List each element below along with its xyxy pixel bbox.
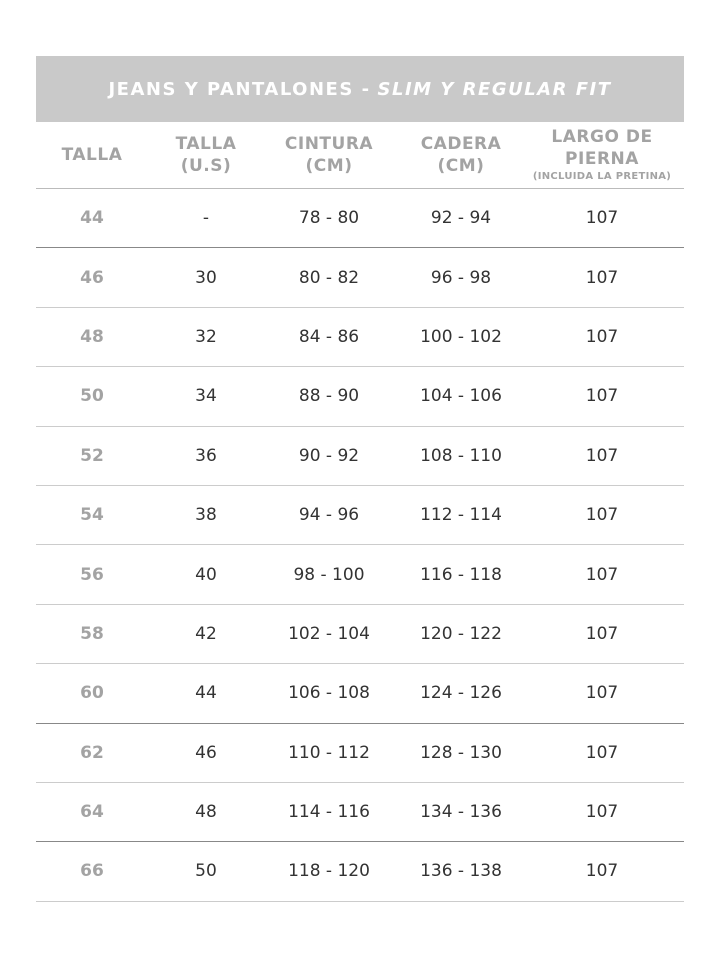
cell-largo-pierna: 107 — [585, 326, 619, 347]
table-row: 50 34 88 - 90 104 - 106 107 — [36, 367, 684, 427]
cell-cadera: 104 - 106 — [420, 386, 502, 407]
table-row: 58 42 102 - 104 120 - 122 107 — [36, 605, 684, 665]
column-header-line1: LARGO DE — [551, 127, 653, 147]
table-row: 44 - 78 - 80 92 - 94 107 — [36, 189, 684, 249]
cell-cintura: 114 - 116 — [288, 802, 370, 823]
cell-talla-us: 50 — [195, 861, 217, 882]
cell-largo-pierna: 107 — [585, 386, 619, 407]
cell-cintura: 78 - 80 — [298, 208, 360, 229]
cell-talla: 58 — [80, 623, 104, 644]
cell-talla-us: 44 — [195, 683, 217, 704]
cell-talla-us: 34 — [195, 386, 217, 407]
cell-cadera: 128 - 130 — [420, 742, 502, 763]
column-header-row: TALLA TALLA (U.S) CINTURA (CM) CADERA (CM) LARG… — [36, 122, 684, 189]
title-main: JEANS Y PANTALONES - — [108, 78, 371, 100]
cell-talla: 52 — [80, 445, 104, 466]
cell-largo-pierna: 107 — [585, 861, 619, 882]
cell-talla-us: 48 — [195, 802, 217, 823]
cell-talla: 46 — [80, 267, 104, 288]
column-header-line1: TALLA — [61, 145, 123, 165]
table-row: 62 46 110 - 112 128 - 130 107 — [36, 724, 684, 783]
column-header-line2: (CM) — [305, 156, 353, 176]
cell-talla-us: 36 — [195, 445, 217, 466]
cell-largo-pierna: 107 — [585, 802, 619, 823]
column-header-note: (INCLUIDA LA PRETINA) — [532, 171, 672, 182]
table-row: 52 36 90 - 92 108 - 110 107 — [36, 427, 684, 486]
table-row: 66 50 118 - 120 136 - 138 107 — [36, 842, 684, 902]
cell-talla-us: 38 — [195, 505, 217, 526]
cell-talla: 48 — [80, 326, 104, 347]
cell-cintura: 106 - 108 — [288, 683, 370, 704]
cell-talla-us: 30 — [195, 267, 217, 288]
cell-talla-us: 46 — [195, 742, 217, 763]
cell-largo-pierna: 107 — [585, 267, 619, 288]
cell-talla-us: 32 — [195, 326, 217, 347]
cell-talla: 64 — [80, 802, 104, 823]
cell-talla-us: 40 — [195, 564, 217, 585]
cell-talla-us: - — [202, 208, 210, 229]
table-row: 54 38 94 - 96 112 - 114 107 — [36, 486, 684, 546]
cell-cadera: 108 - 110 — [420, 445, 502, 466]
cell-cintura: 98 - 100 — [293, 564, 365, 585]
cell-talla: 54 — [80, 505, 104, 526]
title-fit: SLIM Y REGULAR FIT — [377, 78, 612, 100]
table-title: JEANS Y PANTALONES - SLIM Y REGULAR FIT — [36, 56, 684, 122]
cell-largo-pierna: 107 — [585, 623, 619, 644]
cell-cadera: 136 - 138 — [420, 861, 502, 882]
cell-cadera: 116 - 118 — [420, 564, 502, 585]
table-row: 64 48 114 - 116 134 - 136 107 — [36, 783, 684, 843]
table-row: 48 32 84 - 86 100 - 102 107 — [36, 308, 684, 368]
cell-largo-pierna: 107 — [585, 742, 619, 763]
cell-cadera: 92 - 94 — [430, 208, 492, 229]
cell-cadera: 120 - 122 — [420, 623, 502, 644]
column-header-largo-pierna: LARGO DE PIERNA (INCLUIDA LA PRETINA) — [533, 122, 671, 188]
cell-cadera: 134 - 136 — [420, 802, 502, 823]
column-header-cintura: CINTURA (CM) — [285, 122, 373, 188]
cell-cadera: 96 - 98 — [430, 267, 492, 288]
column-header-line2: (CM) — [437, 156, 485, 176]
column-header-line1: CINTURA — [284, 134, 374, 154]
cell-talla: 44 — [80, 208, 104, 229]
cell-largo-pierna: 107 — [585, 445, 619, 466]
cell-cadera: 100 - 102 — [420, 326, 502, 347]
column-header-talla: TALLA — [62, 122, 123, 188]
cell-largo-pierna: 107 — [585, 505, 619, 526]
column-header-line2: PIERNA — [565, 149, 639, 169]
table-row: 60 44 106 - 108 124 - 126 107 — [36, 664, 684, 724]
cell-talla: 62 — [80, 742, 104, 763]
cell-largo-pierna: 107 — [585, 208, 619, 229]
cell-cintura: 110 - 112 — [288, 742, 370, 763]
size-chart-table: JEANS Y PANTALONES - SLIM Y REGULAR FIT … — [36, 56, 684, 902]
cell-cintura: 102 - 104 — [288, 623, 370, 644]
cell-cintura: 90 - 92 — [298, 445, 360, 466]
cell-talla: 50 — [80, 386, 104, 407]
cell-cadera: 112 - 114 — [420, 505, 502, 526]
cell-cadera: 124 - 126 — [420, 683, 502, 704]
column-header-line1: CADERA — [420, 134, 502, 154]
cell-cintura: 118 - 120 — [288, 861, 370, 882]
table-row: 46 30 80 - 82 96 - 98 107 — [36, 248, 684, 308]
cell-talla: 66 — [80, 861, 104, 882]
cell-cintura: 84 - 86 — [298, 326, 360, 347]
cell-talla-us: 42 — [195, 623, 217, 644]
cell-talla: 56 — [80, 564, 104, 585]
cell-largo-pierna: 107 — [585, 683, 619, 704]
cell-talla: 60 — [80, 683, 104, 704]
cell-cintura: 80 - 82 — [298, 267, 360, 288]
cell-largo-pierna: 107 — [585, 564, 619, 585]
column-header-cadera: CADERA (CM) — [421, 122, 502, 188]
table-body: 44 - 78 - 80 92 - 94 107 46 30 80 - 82 96 - 98 10… — [36, 189, 684, 902]
cell-cintura: 94 - 96 — [298, 505, 360, 526]
table-row: 56 40 98 - 100 116 - 118 107 — [36, 545, 684, 605]
cell-cintura: 88 - 90 — [298, 386, 360, 407]
column-header-line1: TALLA — [175, 134, 237, 154]
column-header-line2: (U.S) — [180, 156, 232, 176]
column-header-talla-us: TALLA (U.S) — [176, 122, 237, 188]
